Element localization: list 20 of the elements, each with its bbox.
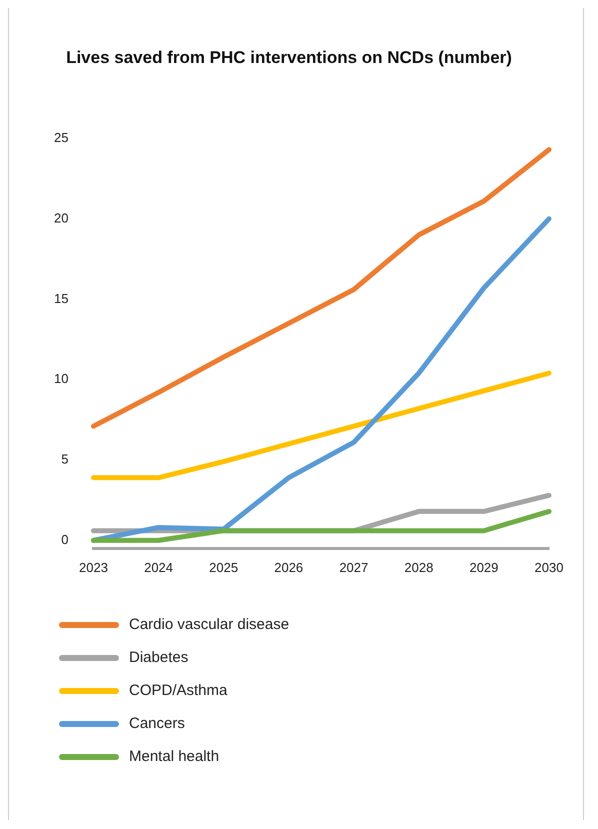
legend-label: Mental health (129, 748, 220, 765)
x-tick-label: 2028 (404, 560, 434, 575)
x-tick-label: 2026 (274, 560, 304, 575)
legend-label: Diabetes (129, 649, 188, 666)
y-tick-label: 0 (61, 532, 68, 547)
y-tick-label: 5 (61, 452, 68, 467)
legend-label: COPD/Asthma (129, 682, 228, 699)
y-tick-label: 15 (54, 290, 68, 306)
x-tick-label: 2025 (209, 560, 238, 575)
x-tick-label: 2030 (534, 560, 564, 575)
y-tick-label: 10 (54, 371, 68, 386)
x-tick-label: 2029 (469, 560, 498, 575)
y-tick-label: 25 (54, 130, 68, 145)
y-tick-label: 20 (54, 210, 68, 226)
legend-label: Cardio vascular disease (129, 616, 290, 633)
x-tick-label: 2027 (339, 560, 368, 575)
x-tick-label: 2023 (79, 560, 108, 575)
chart-title: Lives saved from PHC interventions on NCDs (number) (66, 48, 512, 67)
x-tick-label: 2024 (144, 560, 173, 575)
legend-label: Cancers (129, 715, 185, 732)
